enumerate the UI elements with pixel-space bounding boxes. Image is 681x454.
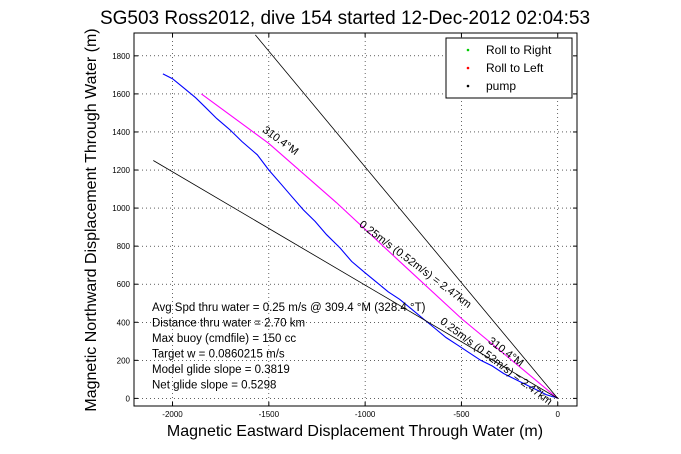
legend-label: Roll to Right — [486, 43, 552, 57]
annotation-3: 0.25m/s (0.52m/s) = 2.47km — [438, 316, 555, 408]
x-tick-label: -2000 — [162, 410, 183, 419]
plot-frame — [133, 32, 578, 407]
x-tick-label: -500 — [453, 410, 470, 419]
data-series — [153, 34, 559, 399]
x-tick-label: -1500 — [259, 410, 280, 419]
annotation-1: 0.25m/s (0.52m/s) = 2.47km — [357, 219, 474, 311]
y-tick-label: 1000 — [112, 204, 130, 213]
series-line-2 — [153, 160, 558, 399]
chart-title: SG503 Ross2012, dive 154 started 12-Dec-… — [100, 8, 590, 29]
legend-marker — [466, 84, 470, 88]
y-tick-label: 1200 — [112, 166, 130, 175]
annotations: 310.4°M0.25m/s (0.52m/s) = 2.47km310.4°M… — [260, 124, 554, 408]
y-tick-label: 200 — [117, 356, 131, 365]
axis-ticks: -2000 -1500 -1000 -500 0 0 200 400 600 800 1000 120… — [112, 33, 577, 419]
stats-line: Max buoy (cmdfile) = 150 cc — [152, 333, 296, 345]
x-tick-label: 0 — [556, 410, 561, 419]
y-tick-label: 1800 — [112, 52, 130, 61]
y-tick-label: 400 — [117, 318, 131, 327]
series-line-1 — [201, 93, 559, 399]
stats-line: Net glide slope = 0.5298 — [152, 380, 276, 392]
stats-line: Model glide slope = 0.3819 — [152, 364, 290, 376]
series-line-3 — [254, 34, 559, 399]
legend-marker — [466, 48, 470, 52]
y-tick-label: 800 — [117, 242, 131, 251]
legend-label: Roll to Left — [486, 61, 544, 75]
x-tick-label: -1000 — [355, 410, 376, 419]
legend-label: pump — [486, 79, 516, 93]
legend-marker — [466, 66, 470, 70]
y-tick-label: 0 — [126, 394, 131, 403]
stats-line: Distance thru water = 2.70 km — [152, 318, 305, 330]
stats-block: Avg Spd thru water = 0.25 m/s @ 309.4 °M… — [152, 302, 426, 392]
stats-line: Avg Spd thru water = 0.25 m/s @ 309.4 °M… — [152, 302, 426, 314]
series-line-0 — [162, 73, 558, 399]
y-tick-label: 1600 — [112, 90, 130, 99]
y-axis-label: Magnetic Northward Displacement Through … — [83, 28, 100, 411]
x-axis-label: Magnetic Eastward Displacement Through W… — [167, 423, 543, 440]
legend: Roll to Right Roll to Left pump — [445, 37, 573, 99]
stats-line: Target w = 0.0860215 m/s — [152, 349, 285, 361]
y-tick-label: 1400 — [112, 128, 130, 137]
y-tick-label: 600 — [117, 280, 131, 289]
